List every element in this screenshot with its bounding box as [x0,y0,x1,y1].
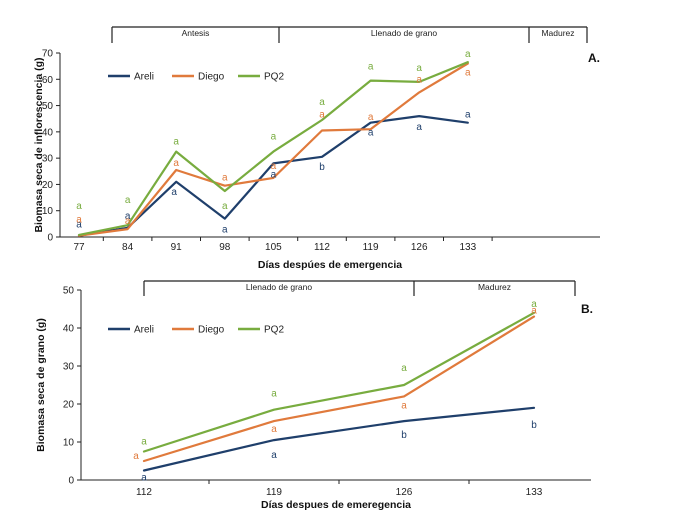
significance-letter-pq2: a [319,97,325,108]
significance-letter-diego: a [76,215,82,226]
x-tick-label: 77 [73,242,85,253]
y-tick-label: 50 [63,286,75,297]
significance-letter-areli: a [125,211,131,222]
x-tick-label: 119 [363,242,379,253]
significance-letter-pq2: a [125,195,131,206]
significance-letter-diego: a [319,110,325,121]
y-tick-label: 10 [42,206,54,217]
significance-letter-diego: a [125,216,131,227]
x-tick-label: 133 [459,242,476,253]
significance-letter-pq2: a [76,201,82,212]
significance-letter-pq2: a [531,299,537,310]
phase-label: Llenado de grano [371,28,437,38]
significance-letter-pq2: a [416,63,422,74]
significance-letter-areli: b [319,162,325,173]
significance-letter-pq2: a [465,49,471,60]
series-line-areli [77,114,469,237]
significance-letter-pq2: a [173,137,179,148]
significance-letter-pq2: a [368,62,374,73]
significance-letter-areli: a [76,220,82,231]
significance-letter-areli: a [465,110,471,121]
significance-letter-pq2: a [141,437,147,448]
significance-letter-pq2: a [401,363,407,374]
legend-label-diego: Diego [198,325,225,336]
significance-letter-pq2: a [222,201,228,212]
x-tick-label: 126 [396,487,413,498]
phase-label: Madurez [478,282,511,292]
significance-letter-areli: a [222,225,228,236]
phase-label: Llenado de grano [246,282,312,292]
legend-label-areli: Areli [134,72,154,83]
significance-letter-pq2: a [271,389,277,400]
significance-letter-diego: a [133,451,139,462]
y-tick-label: 30 [63,362,75,373]
x-tick-label: 112 [314,242,330,253]
panel-label: B. [581,302,593,316]
significance-letter-diego: a [368,112,374,123]
y-tick-label: 30 [42,154,54,165]
y-tick-label: 40 [63,324,75,335]
x-tick-label: 133 [526,487,543,498]
y-tick-label: 20 [63,400,75,411]
significance-letter-areli: a [171,187,177,198]
phase-label: Antesis [182,28,210,38]
series-line-diego [77,62,469,237]
y-tick-label: 10 [63,438,75,449]
y-tick-label: 20 [42,180,54,191]
significance-letter-diego: a [416,74,422,85]
series-line-pq2 [77,61,469,236]
chart-a: 0 10 20 30 40 50 60 70 77 84 91 98 105 112 119 126 133 Dí… [33,26,600,271]
significance-letter-diego: a [271,161,277,172]
y-axis-title: Biomasa seca de grano (g) [35,318,47,452]
chart-b: 0 10 20 30 40 50 112 119 126 133 Días despues de e… [35,280,593,511]
x-tick-label: 126 [411,242,428,253]
phase-label: Madurez [541,28,574,38]
series-line-areli [142,406,536,472]
x-tick-label: 84 [122,242,134,253]
legend-label-pq2: PQ2 [264,72,284,83]
legend-label-diego: Diego [198,72,225,83]
series-line-pq2 [142,311,536,453]
y-tick-label: 50 [42,101,54,112]
significance-letter-areli: a [416,122,422,133]
x-tick-label: 119 [266,487,282,498]
significance-letter-diego: a [401,400,407,411]
significance-letter-areli: b [531,420,537,431]
legend-label-pq2: PQ2 [264,325,284,336]
significance-letter-diego: a [173,158,179,169]
legend-label-areli: Areli [134,325,154,336]
significance-letter-areli: a [271,169,277,180]
x-tick-label: 105 [265,242,282,253]
x-tick-label: 112 [136,487,152,498]
significance-letter-pq2: a [271,132,277,143]
significance-letter-areli: a [368,128,374,139]
panel-label: A. [588,51,600,65]
series-line-diego [142,315,536,463]
y-tick-label: 70 [42,49,54,60]
significance-letter-diego: a [531,306,537,317]
y-tick-label: 40 [42,127,54,138]
significance-letter-diego: a [271,424,277,435]
y-tick-label: 0 [47,233,53,244]
significance-letter-areli: b [401,430,407,441]
x-axis-title: Días despúes de emergencia [258,259,402,271]
significance-letter-diego: a [222,173,228,184]
y-tick-label: 0 [68,476,74,487]
x-tick-label: 98 [219,242,231,253]
x-tick-label: 91 [171,242,183,253]
y-axis-title: Biomasa seca de inflorescencia (g) [33,57,45,232]
y-tick-label: 60 [42,75,54,86]
significance-letter-diego: a [465,68,471,79]
significance-letter-areli: a [141,473,147,484]
x-axis-title: Días despues de emeregencia [261,499,411,511]
significance-letter-areli: a [271,450,277,461]
